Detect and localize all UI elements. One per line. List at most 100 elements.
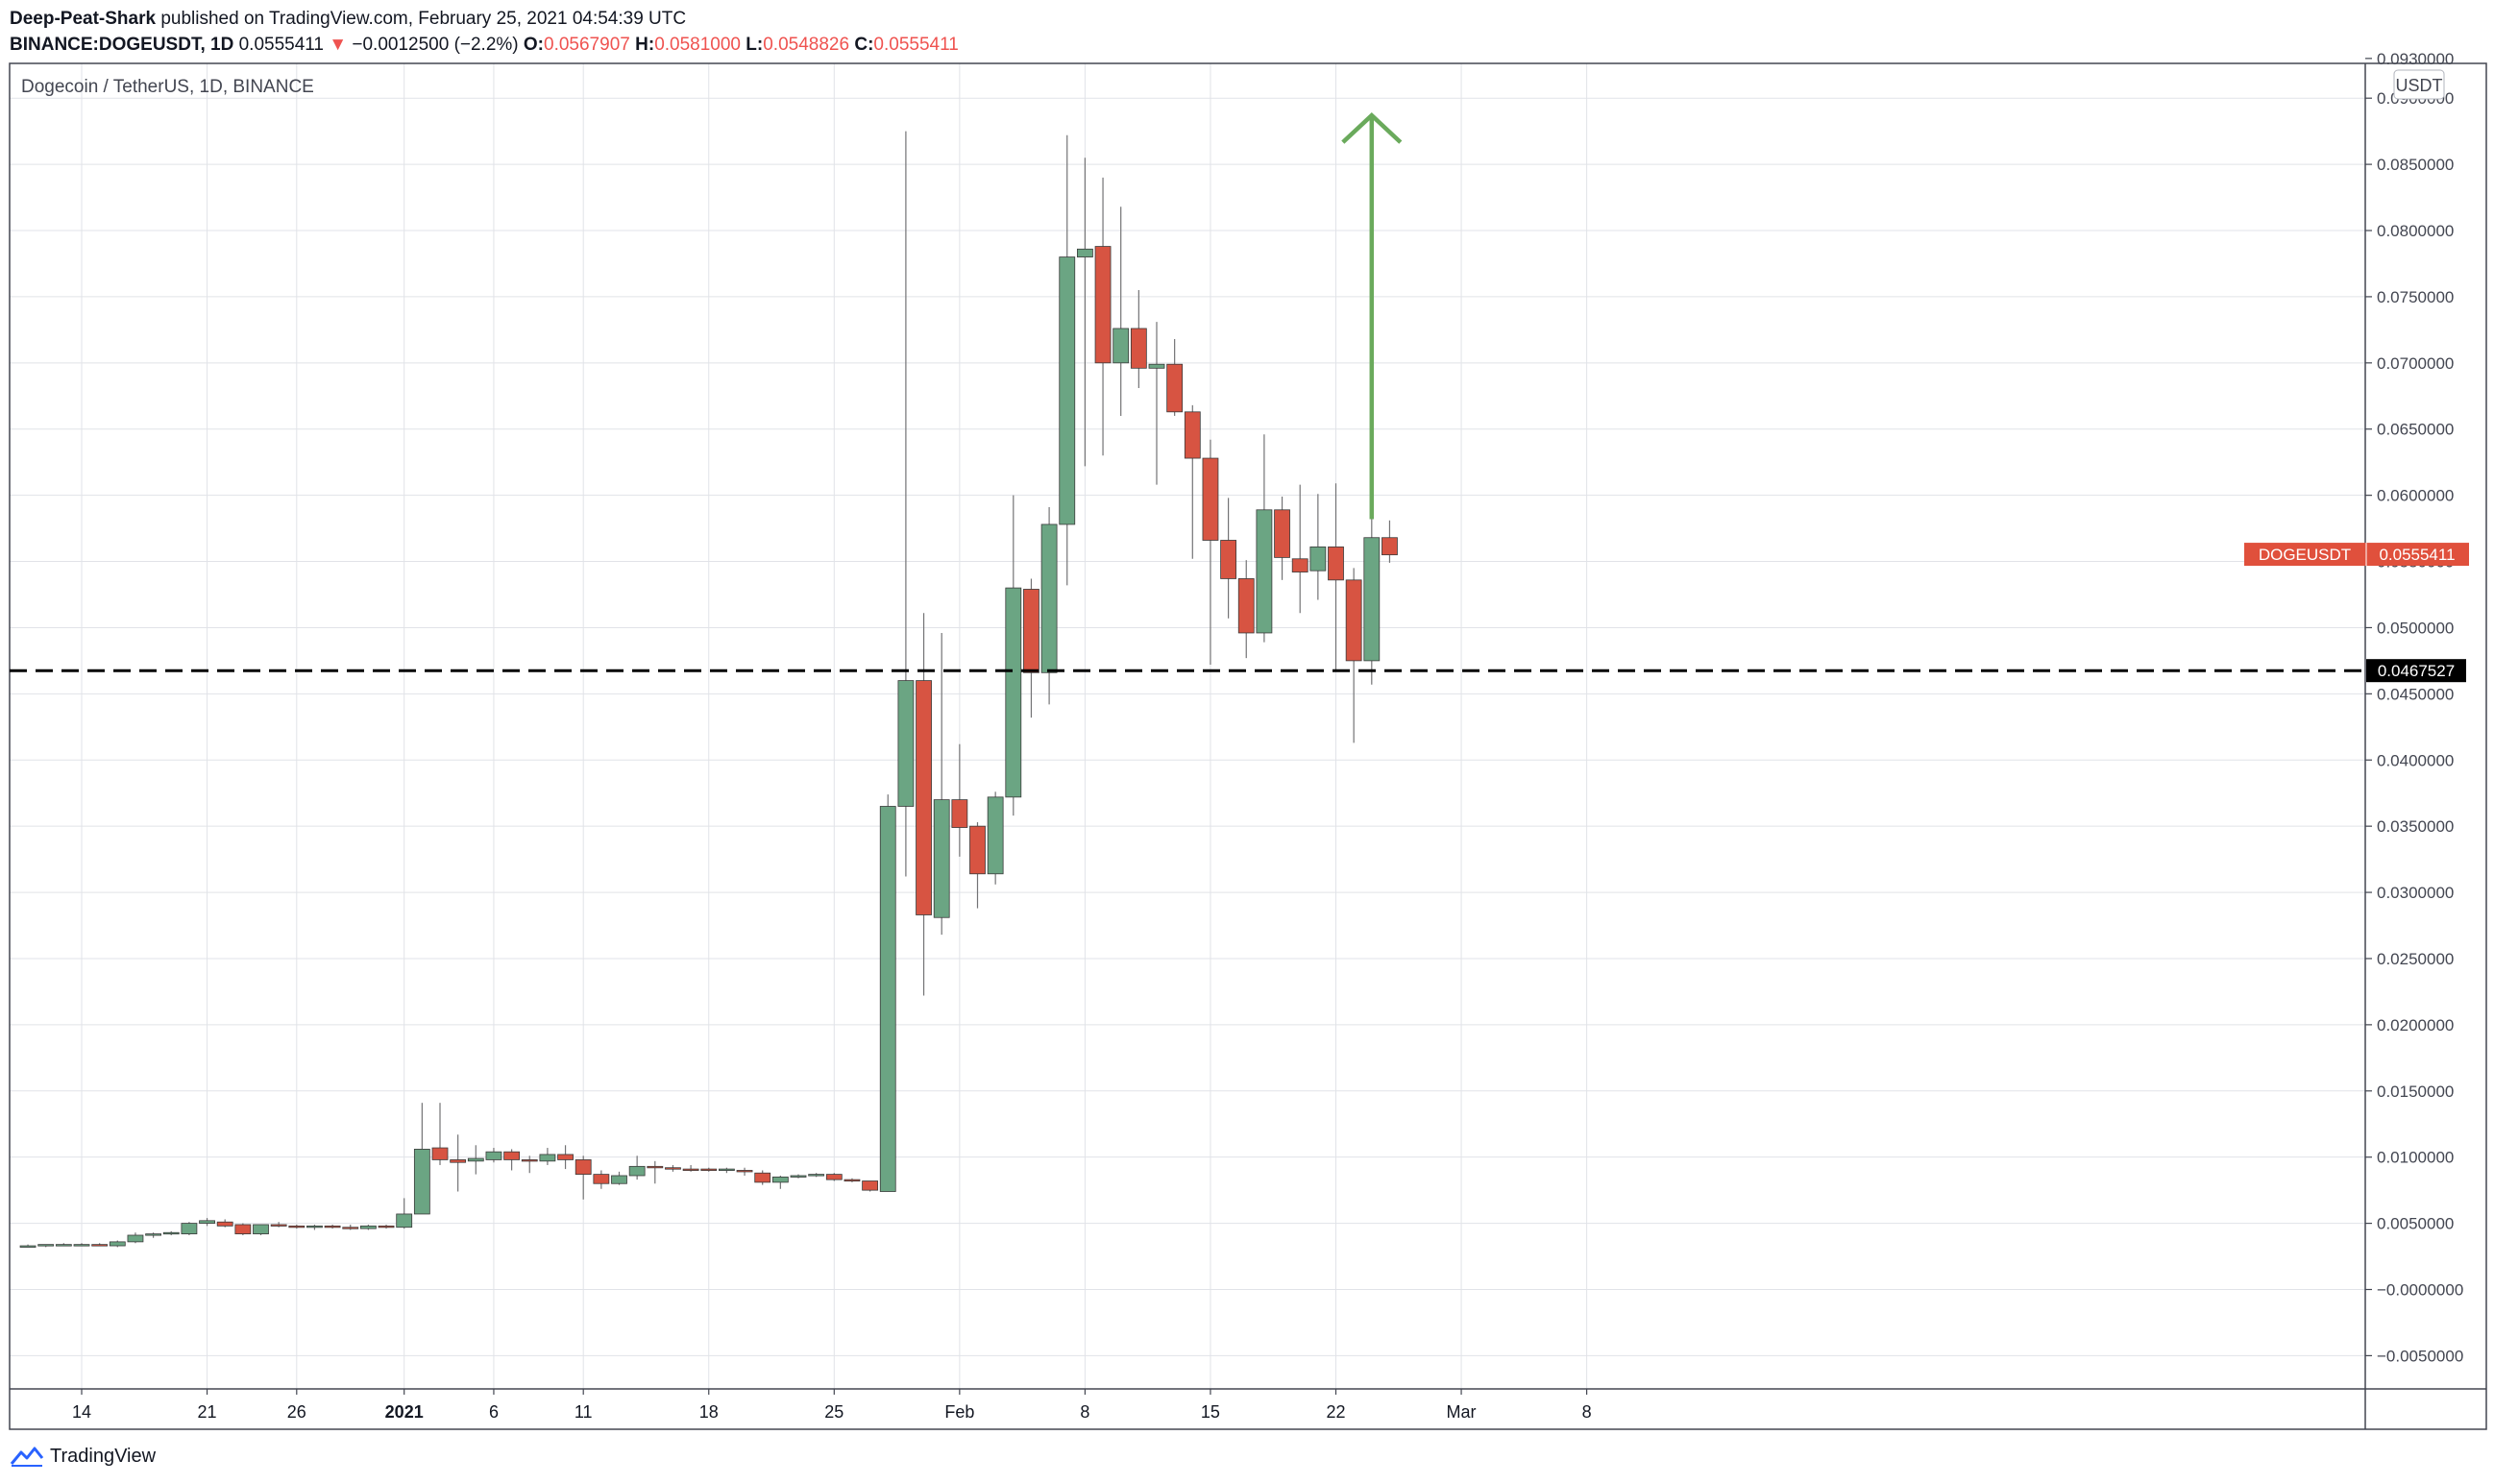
candle[interactable] [521, 1156, 538, 1174]
candle[interactable] [270, 1222, 287, 1228]
candle[interactable] [253, 1224, 269, 1235]
author-name[interactable]: Deep-Peat-Shark [10, 9, 157, 29]
tradingview-brand[interactable]: TradingView [50, 1445, 157, 1467]
candle[interactable] [844, 1178, 861, 1182]
candle[interactable] [234, 1223, 252, 1235]
candle[interactable] [324, 1224, 341, 1229]
candle[interactable] [825, 1173, 843, 1181]
candle[interactable] [413, 1103, 430, 1215]
candle[interactable] [682, 1164, 699, 1172]
candle[interactable] [1381, 520, 1398, 563]
candle[interactable] [467, 1145, 484, 1175]
candle[interactable] [73, 1243, 90, 1247]
candle[interactable] [1345, 568, 1362, 743]
candle[interactable] [342, 1224, 359, 1230]
candle[interactable] [1202, 439, 1219, 666]
candle[interactable] [378, 1224, 395, 1229]
candle[interactable] [1328, 483, 1344, 671]
candle[interactable] [575, 1156, 592, 1200]
candle-body [234, 1224, 252, 1235]
candle[interactable] [216, 1219, 233, 1228]
candle[interactable] [109, 1240, 126, 1248]
candle[interactable] [1148, 322, 1165, 485]
candle[interactable] [288, 1224, 306, 1229]
candle-body [396, 1213, 413, 1229]
candle-body [539, 1154, 556, 1162]
candle[interactable] [1220, 498, 1236, 619]
x-tick-label: 25 [824, 1402, 844, 1422]
candle[interactable] [1094, 177, 1112, 456]
candle[interactable] [647, 1160, 664, 1184]
candle-body [1005, 587, 1022, 798]
candle[interactable] [1291, 484, 1308, 614]
currency-badge[interactable] [2393, 69, 2445, 100]
close-label: C: [854, 35, 874, 55]
candle-body [431, 1147, 449, 1160]
candle[interactable] [897, 131, 915, 877]
candle[interactable] [127, 1232, 144, 1244]
candle[interactable] [145, 1232, 162, 1238]
support-price-label: 0.0467527 [2378, 662, 2455, 680]
candle[interactable] [1023, 578, 1039, 718]
candle[interactable] [736, 1167, 753, 1176]
candle[interactable] [396, 1198, 413, 1229]
candle[interactable] [1274, 497, 1290, 580]
candle[interactable] [450, 1134, 467, 1192]
candle[interactable] [719, 1167, 735, 1174]
candle[interactable] [1237, 560, 1255, 659]
candle[interactable] [306, 1224, 323, 1230]
candle[interactable] [91, 1243, 109, 1247]
candle[interactable] [933, 632, 950, 936]
candle[interactable] [879, 794, 896, 1192]
candle[interactable] [557, 1145, 574, 1170]
candle[interactable] [1059, 134, 1076, 586]
candle[interactable] [771, 1175, 789, 1189]
candle[interactable] [754, 1170, 771, 1185]
candle[interactable] [1309, 494, 1327, 600]
candle[interactable] [199, 1218, 215, 1227]
candle[interactable] [1166, 339, 1184, 416]
candle[interactable] [1077, 158, 1093, 467]
candle[interactable] [987, 791, 1004, 885]
candle[interactable] [55, 1243, 72, 1247]
candle[interactable] [181, 1222, 198, 1235]
candle[interactable] [1130, 290, 1147, 389]
candle[interactable] [790, 1174, 807, 1179]
candle[interactable] [162, 1230, 180, 1235]
candle[interactable] [611, 1171, 627, 1185]
candle-body [1309, 546, 1327, 572]
candle[interactable] [431, 1103, 449, 1165]
candle[interactable] [951, 743, 968, 857]
candle[interactable] [628, 1156, 646, 1180]
candle[interactable] [37, 1244, 55, 1248]
candle[interactable] [969, 822, 986, 909]
candle[interactable] [808, 1173, 825, 1178]
candle[interactable] [539, 1148, 556, 1165]
candle[interactable] [1040, 507, 1058, 705]
low-label: L: [746, 35, 764, 55]
candle[interactable] [916, 613, 932, 996]
candle[interactable] [1256, 434, 1273, 643]
candle[interactable] [19, 1244, 37, 1248]
price-axis[interactable]: 0.09300000.09000000.08500000.08000000.07… [2365, 50, 2463, 1366]
candle[interactable] [359, 1224, 377, 1230]
tradingview-logo-icon[interactable] [10, 1445, 44, 1468]
candle[interactable] [1184, 404, 1201, 559]
candle[interactable] [1005, 495, 1022, 816]
y-tick-label: 0.0250000 [2377, 950, 2454, 968]
candle[interactable] [1113, 207, 1130, 416]
candle-body [216, 1221, 233, 1227]
candle[interactable] [593, 1170, 610, 1189]
candle-body [808, 1174, 825, 1177]
candle[interactable] [665, 1164, 681, 1172]
time-axis[interactable]: 14 21 26 2021 6 11 18 25 Feb 8 15 22 Mar 8 [72, 1389, 1592, 1422]
candle[interactable] [503, 1149, 520, 1171]
candle-body [342, 1227, 359, 1229]
candle[interactable] [700, 1167, 718, 1172]
candle-body [1381, 537, 1398, 556]
candle[interactable] [862, 1180, 878, 1192]
ohlc-line: BINANCE:DOGEUSDT, 1D 0.0555411 ▼ −0.0012… [10, 32, 2479, 58]
candle[interactable] [485, 1148, 502, 1163]
candle-body [288, 1225, 306, 1229]
